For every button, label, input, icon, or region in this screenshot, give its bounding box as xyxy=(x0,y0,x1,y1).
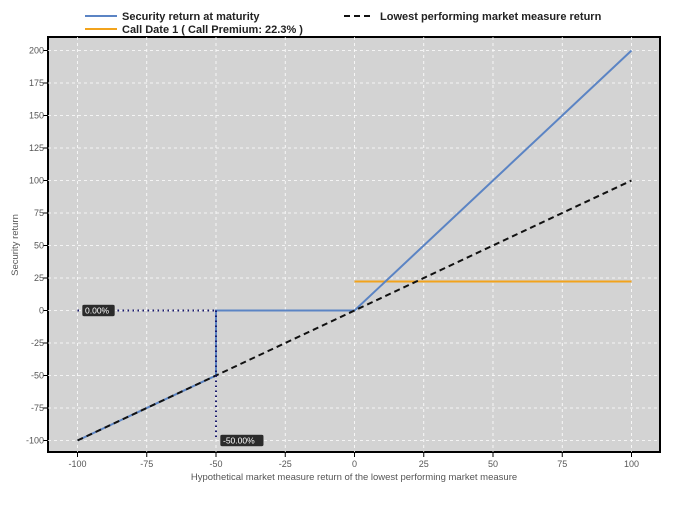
x-tick-label: -25 xyxy=(279,459,292,469)
x-tick-label: 50 xyxy=(488,459,498,469)
x-tick-label: -100 xyxy=(68,459,86,469)
x-axis-title: Hypothetical market measure return of th… xyxy=(191,472,517,483)
legend-label-call-date: Call Date 1 ( Call Premium: 22.3% ) xyxy=(122,24,303,36)
y-tick-label: 150 xyxy=(29,111,44,121)
y-tick-label: -100 xyxy=(26,436,44,446)
grid xyxy=(48,37,660,452)
y-tick-label: 0 xyxy=(39,306,44,316)
y-axis-title: Security return xyxy=(10,214,21,276)
annotation-label-horizontal: 0.00% xyxy=(81,304,116,317)
y-tick-label: 175 xyxy=(29,78,44,88)
y-tick-label: 75 xyxy=(34,208,44,218)
y-tick-label: 100 xyxy=(29,176,44,186)
x-tick-label: 100 xyxy=(624,459,639,469)
x-axis-ticks: -100 -75 -50 -25 0 25 50 75 100 xyxy=(68,452,639,469)
x-tick-label: 25 xyxy=(419,459,429,469)
x-tick-label: -75 xyxy=(140,459,153,469)
legend-label-market-measure: Lowest performing market measure return xyxy=(380,11,602,23)
y-tick-label: 125 xyxy=(29,143,44,153)
annotation-label-vertical-text: -50.00% xyxy=(223,436,255,446)
series-line-market-measure xyxy=(77,179,632,442)
annotation-label-horizontal-box xyxy=(81,304,116,317)
plot-area xyxy=(47,36,661,453)
legend: Security return at maturity Call Date 1 … xyxy=(85,11,602,36)
x-tick-label: 75 xyxy=(557,459,567,469)
y-axis-ticks: 200 175 150 125 100 75 50 25 0 -25 -50 -75 -100 xyxy=(26,46,48,446)
y-tick-label: -75 xyxy=(31,403,44,413)
annotation-label-vertical-box xyxy=(219,434,265,447)
y-tick-label: -50 xyxy=(31,371,44,381)
y-tick-label: 200 xyxy=(29,46,44,56)
x-tick-label: -50 xyxy=(209,459,222,469)
annotations: 0.00% -50.00% xyxy=(77,304,265,447)
y-tick-label: 50 xyxy=(34,241,44,251)
y-tick-label: 25 xyxy=(34,273,44,283)
annotation-label-horizontal-text: 0.00% xyxy=(85,306,110,316)
y-tick-label: -25 xyxy=(31,338,44,348)
x-tick-label: 0 xyxy=(352,459,357,469)
annotation-label-vertical: -50.00% xyxy=(219,434,265,447)
legend-label-security-return: Security return at maturity xyxy=(122,11,260,23)
